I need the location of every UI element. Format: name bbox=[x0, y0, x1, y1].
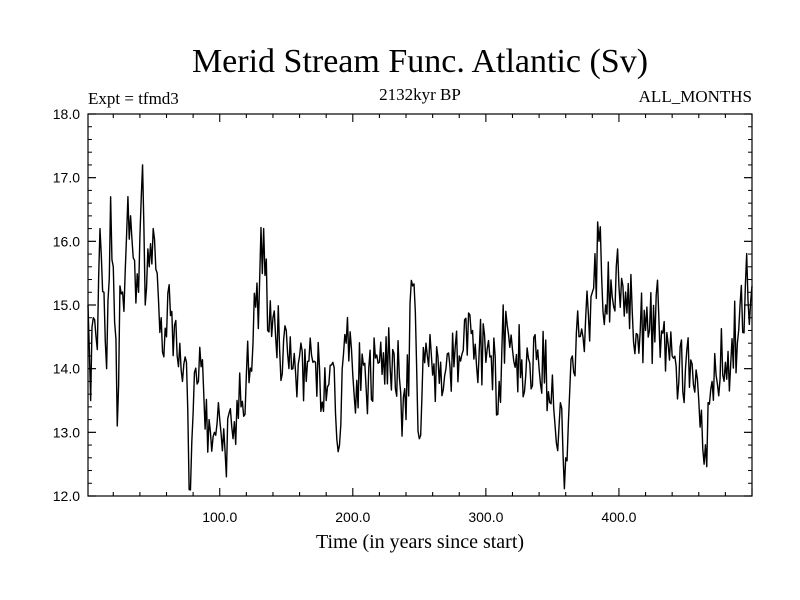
series-line bbox=[87, 164, 753, 491]
period-label: 2132kyr BP bbox=[379, 85, 461, 104]
months-label: ALL_MONTHS bbox=[639, 87, 752, 106]
y-tick-label: 15.0 bbox=[53, 297, 80, 313]
x-tick-label: 200.0 bbox=[335, 509, 370, 525]
y-tick-label: 14.0 bbox=[53, 361, 80, 377]
y-tick-label: 12.0 bbox=[53, 488, 80, 504]
y-tick-label: 13.0 bbox=[53, 424, 80, 440]
plot-frame bbox=[87, 113, 753, 497]
y-tick-label: 18.0 bbox=[53, 106, 80, 122]
x-tick-label: 400.0 bbox=[601, 509, 636, 525]
y-tick-label: 17.0 bbox=[53, 170, 80, 186]
y-tick-label: 16.0 bbox=[53, 233, 80, 249]
experiment-label: Expt = tfmd3 bbox=[88, 89, 179, 108]
x-tick-label: 300.0 bbox=[468, 509, 503, 525]
chart-title: Merid Stream Func. Atlantic (Sv) bbox=[192, 43, 648, 80]
x-axis-label: Time (in years since start) bbox=[316, 531, 524, 553]
x-tick-label: 100.0 bbox=[202, 509, 237, 525]
